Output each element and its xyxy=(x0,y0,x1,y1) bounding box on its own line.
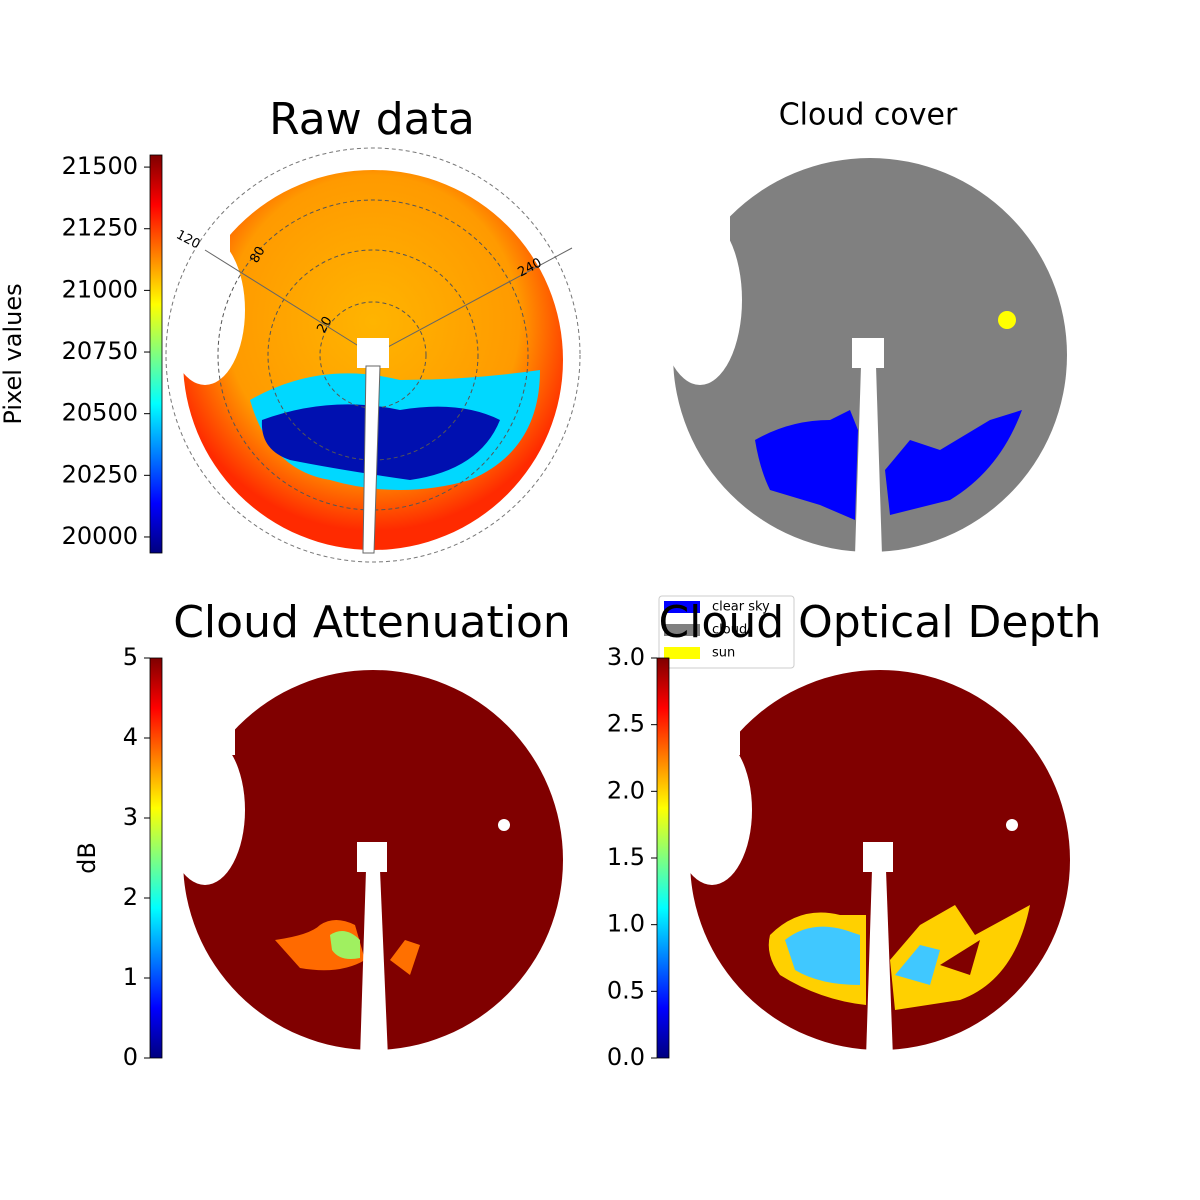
chart-title: Raw data xyxy=(269,94,475,145)
legend-label: sun xyxy=(712,646,735,661)
optical-depth-image xyxy=(672,665,1070,1058)
colorbar-tick-label: 20000 xyxy=(62,522,138,550)
legend-label: cloud xyxy=(712,623,747,638)
colorbar xyxy=(656,657,670,1059)
colorbar-tick-label: 2.5 xyxy=(607,710,645,738)
colorbar-tick-label: 20750 xyxy=(62,337,138,365)
colorbar-tick-label: 5 xyxy=(123,643,138,671)
colorbar-tick-label: 1.5 xyxy=(607,843,645,871)
colorbar-tick-label: 2.0 xyxy=(607,776,645,804)
colorbar-tick-label: 4 xyxy=(123,723,138,751)
legend-label: clear sky xyxy=(712,600,770,615)
colorbar-tick-label: 3 xyxy=(123,803,138,831)
colorbar-tick-label: 0 xyxy=(123,1043,138,1071)
cloud-cover-image xyxy=(658,150,1067,555)
colorbar-tick-label: 21000 xyxy=(62,275,138,303)
attenuation-image xyxy=(165,665,563,1058)
colorbar-tick-label: 0.5 xyxy=(607,976,645,1004)
chart-title: Cloud Attenuation xyxy=(173,597,571,648)
radius-label: 80 xyxy=(247,244,268,266)
colorbar-tick-label: 20500 xyxy=(62,399,138,427)
colorbar-tick-label: 0.0 xyxy=(607,1043,645,1071)
legend-swatch xyxy=(664,647,700,659)
colorbar-tick-label: 1.0 xyxy=(607,910,645,938)
colorbar-tick-label: 21250 xyxy=(62,214,138,242)
colorbar-tick-label: 21500 xyxy=(62,152,138,180)
colorbar-tick-label: 1 xyxy=(123,963,138,991)
raw-image xyxy=(165,147,581,563)
colorbar-tick-label: 3.0 xyxy=(607,643,645,671)
chart-title: Cloud Optical Depth xyxy=(658,597,1101,648)
radius-label: 20 xyxy=(314,314,335,336)
legend-swatch xyxy=(664,601,700,613)
legend: clear sky cloud sun xyxy=(658,595,795,669)
colorbar xyxy=(149,657,163,1059)
colorbar-tick-label: 20250 xyxy=(62,460,138,488)
legend-swatch xyxy=(664,624,700,636)
colorbar-label: Pixel values xyxy=(0,283,27,424)
colorbar xyxy=(149,154,163,554)
chart-title: Cloud cover xyxy=(779,98,958,133)
colorbar-tick-label: 2 xyxy=(123,883,138,911)
colorbar-label: dB xyxy=(73,842,101,874)
